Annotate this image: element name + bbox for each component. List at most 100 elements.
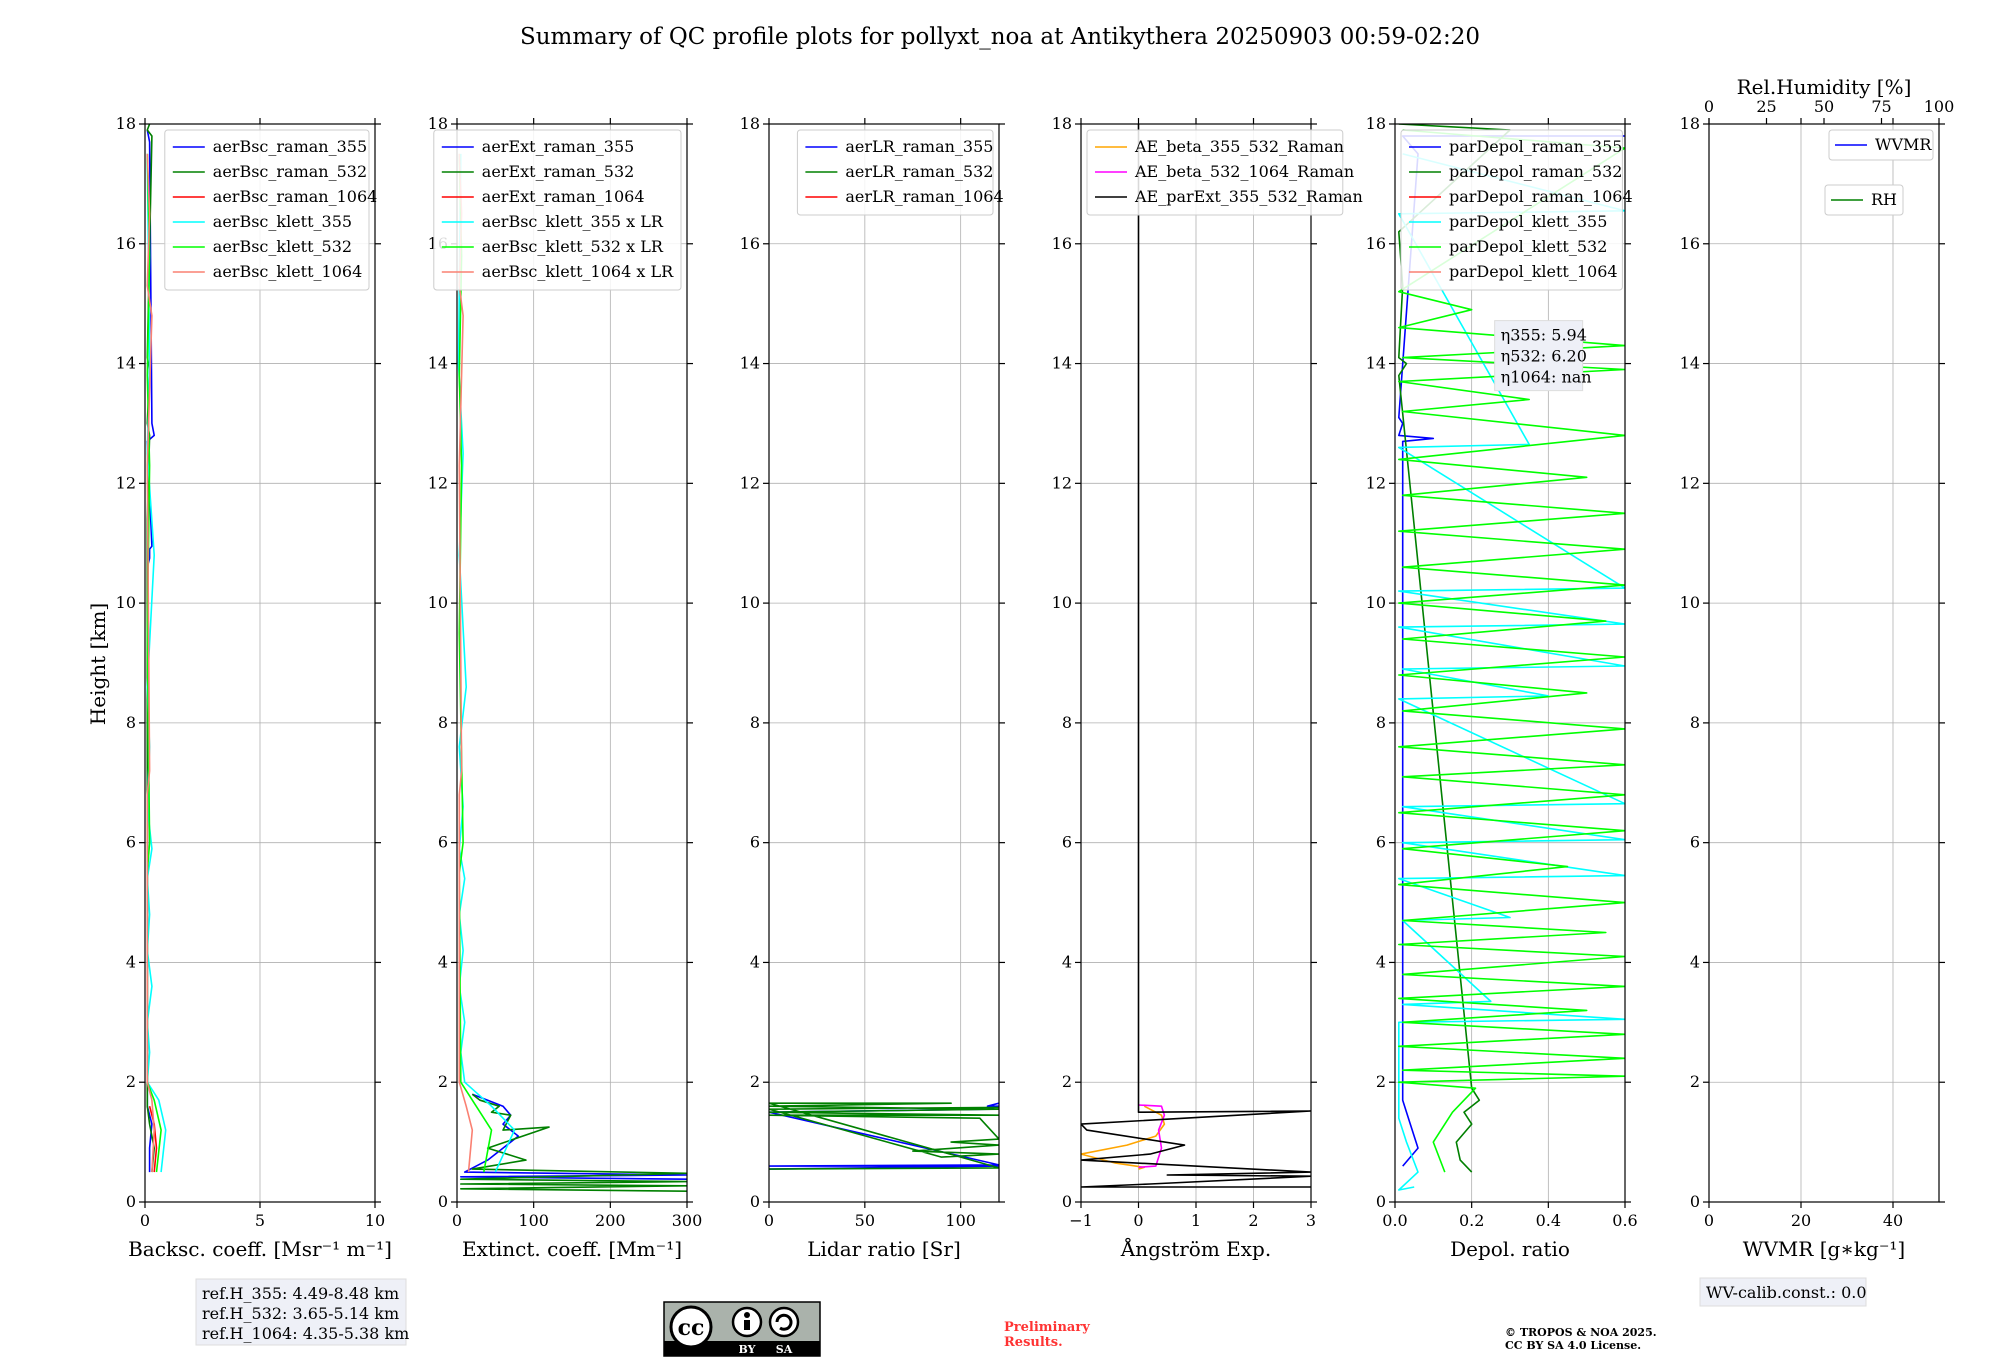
- ref-height-1064: ref.H_1064: 4.35-5.38 km: [202, 1324, 409, 1343]
- series-line-aerBsc_klett_532 x LR: [458, 153, 493, 1173]
- y-tick-label: 10: [1052, 593, 1072, 612]
- legend-label: aerBsc_klett_1064: [213, 262, 362, 281]
- copyright-line1: © TROPOS & NOA 2025.: [1505, 1326, 1657, 1339]
- x-tick-label: 3: [1306, 1211, 1316, 1230]
- y-tick-label: 2: [1690, 1072, 1700, 1091]
- y-tick-label: 16: [1366, 234, 1386, 253]
- preliminary-note-line2: Results.: [1004, 1335, 1063, 1350]
- legend-label: aerBsc_klett_1064 x LR: [482, 262, 674, 281]
- y-tick-label: 2: [126, 1072, 136, 1091]
- subplot-5: 0.0 0.2 0.4 0.6 0 2 4 6 8 10 12 14 16 18 Depol. ratio p…: [1366, 114, 1638, 1261]
- legend-label: AE_beta_355_532_Raman: [1134, 137, 1344, 156]
- x-tick-label: 0: [1704, 1211, 1714, 1230]
- y-tick-label: 10: [740, 593, 760, 612]
- subplot-2: 0100200300024681012141618Extinct. coeff.…: [428, 114, 703, 1261]
- y-tick-label: 12: [116, 473, 136, 492]
- y-tick-label: 10: [428, 593, 448, 612]
- license-by-label: BY: [739, 1343, 756, 1356]
- y-tick-label: 14: [116, 354, 136, 373]
- y-tick-label: 12: [1366, 473, 1386, 492]
- y-tick-label: 18: [116, 114, 136, 133]
- x-tick-label: 300: [672, 1211, 703, 1230]
- y-tick-label: 8: [1062, 713, 1072, 732]
- y-tick-label: 16: [1680, 234, 1700, 253]
- axes-frame: [1080, 123, 1312, 1203]
- attribution-head-icon: [744, 1312, 750, 1318]
- y-tick-label: 2: [1376, 1072, 1386, 1091]
- x-tick-label: 0: [452, 1211, 462, 1230]
- x-axis-label: WVMR [g∗kg⁻¹]: [1743, 1237, 1905, 1261]
- series-group: [769, 1102, 999, 1170]
- y-tick-label: 8: [750, 713, 760, 732]
- legend-WVMR: WVMR: [1828, 129, 1934, 161]
- legend-label: RH: [1871, 190, 1897, 209]
- y-tick-label: 8: [438, 713, 448, 732]
- y-tick-label: 16: [1052, 234, 1072, 253]
- x-tick-label: 2: [1248, 1211, 1258, 1230]
- axes-frame: [456, 123, 688, 1203]
- x-tick-label: 0.2: [1459, 1211, 1484, 1230]
- axes-frame: [1708, 123, 1940, 1203]
- series-line-aerLR_raman_532: [769, 1102, 999, 1170]
- y-tick-label: 0: [1690, 1192, 1700, 1211]
- y-tick-label: 6: [1690, 833, 1700, 852]
- legend-frame: [1086, 129, 1344, 216]
- series-line-aerLR_raman_355: [769, 1102, 999, 1170]
- cc-logo-text: cc: [678, 1315, 705, 1341]
- legend-frame: [164, 129, 370, 291]
- legend-label: parDepol_raman_1064: [1449, 187, 1633, 206]
- x-tick-label: 0.6: [1612, 1211, 1637, 1230]
- y-tick-label: 2: [750, 1072, 760, 1091]
- y-tick-label: 18: [1052, 114, 1072, 133]
- y-tick-label: 8: [1376, 713, 1386, 732]
- wv-calib-const: WV-calib.const.: 0.0: [1706, 1283, 1867, 1302]
- y-tick-label: 12: [428, 473, 448, 492]
- legend-label: aerExt_raman_355: [482, 137, 635, 156]
- legend-label: parDepol_raman_532: [1449, 162, 1622, 181]
- x-tick-label: 200: [595, 1211, 626, 1230]
- top-x-axis-label: Rel.Humidity [%]: [1737, 75, 1912, 99]
- series-line-parDepol_raman_532: [1398, 124, 1511, 1173]
- y-tick-label: 18: [740, 114, 760, 133]
- x-tick-label: 5: [255, 1211, 265, 1230]
- x-tick-label: 100: [945, 1211, 976, 1230]
- eta-value: η1064: nan: [1501, 368, 1592, 387]
- legend-label: aerBsc_klett_532: [213, 237, 352, 256]
- y-tick-label: 4: [438, 952, 448, 971]
- cc-logo-icon: [669, 1305, 713, 1349]
- legend-label: aerLR_raman_532: [845, 162, 993, 181]
- series-line-aerBsc_klett_355 x LR: [457, 153, 516, 1173]
- series-line-aerBsc_klett_1064 x LR: [458, 153, 474, 1173]
- legend: aerExt_raman_355 aerExt_raman_532 aerExt_r…: [433, 129, 682, 291]
- series-line-AE_parExt_355_532_Raman: [1081, 124, 1311, 1188]
- subplot-3: 0 50 100 0 2 4 6 8 10 12 14 16 18 Lidar ratio [Sr] aer…: [740, 114, 1005, 1261]
- subplot-1: 0 5 10 0 2 4 6 8 10 12 14 16 18 Backsc. coeff. [Msr⁻¹…: [116, 114, 392, 1261]
- y-tick-label: 14: [740, 354, 760, 373]
- subplot-6: 0 20 40 0 2 4 6 8 10 12 14 16 18 WVMR [g∗kg⁻¹] 0 25 50 75…: [1680, 75, 1955, 1261]
- legend-RH: RH: [1824, 184, 1904, 216]
- legend-frame: [1828, 129, 1934, 161]
- top-x-tick-label: 25: [1756, 97, 1776, 116]
- legend-frame: [433, 129, 682, 291]
- y-tick-label: 6: [750, 833, 760, 852]
- legend-label: aerBsc_raman_355: [213, 137, 367, 156]
- legend-label: AE_beta_532_1064_Raman: [1134, 162, 1354, 181]
- x-tick-label: 40: [1883, 1211, 1903, 1230]
- y-tick-label: 12: [1052, 473, 1072, 492]
- top-x-tick-label: 100: [1924, 97, 1955, 116]
- y-tick-label: 0: [126, 1192, 136, 1211]
- y-axis-label: Height [km]: [86, 603, 110, 725]
- share-alike-arrow-icon: [775, 1313, 793, 1331]
- x-tick-label: 10: [365, 1211, 385, 1230]
- x-axis-label: Backsc. coeff. [Msr⁻¹ m⁻¹]: [128, 1237, 392, 1261]
- axes-frame: [144, 123, 376, 1203]
- series-group: [1081, 124, 1311, 1188]
- y-tick-label: 4: [1062, 952, 1072, 971]
- x-tick-label: 20: [1791, 1211, 1811, 1230]
- legend-frame: [796, 129, 994, 216]
- eta-value: η532: 6.20: [1501, 347, 1587, 366]
- legend-label: aerExt_raman_532: [482, 162, 635, 181]
- x-tick-label: 0.4: [1536, 1211, 1561, 1230]
